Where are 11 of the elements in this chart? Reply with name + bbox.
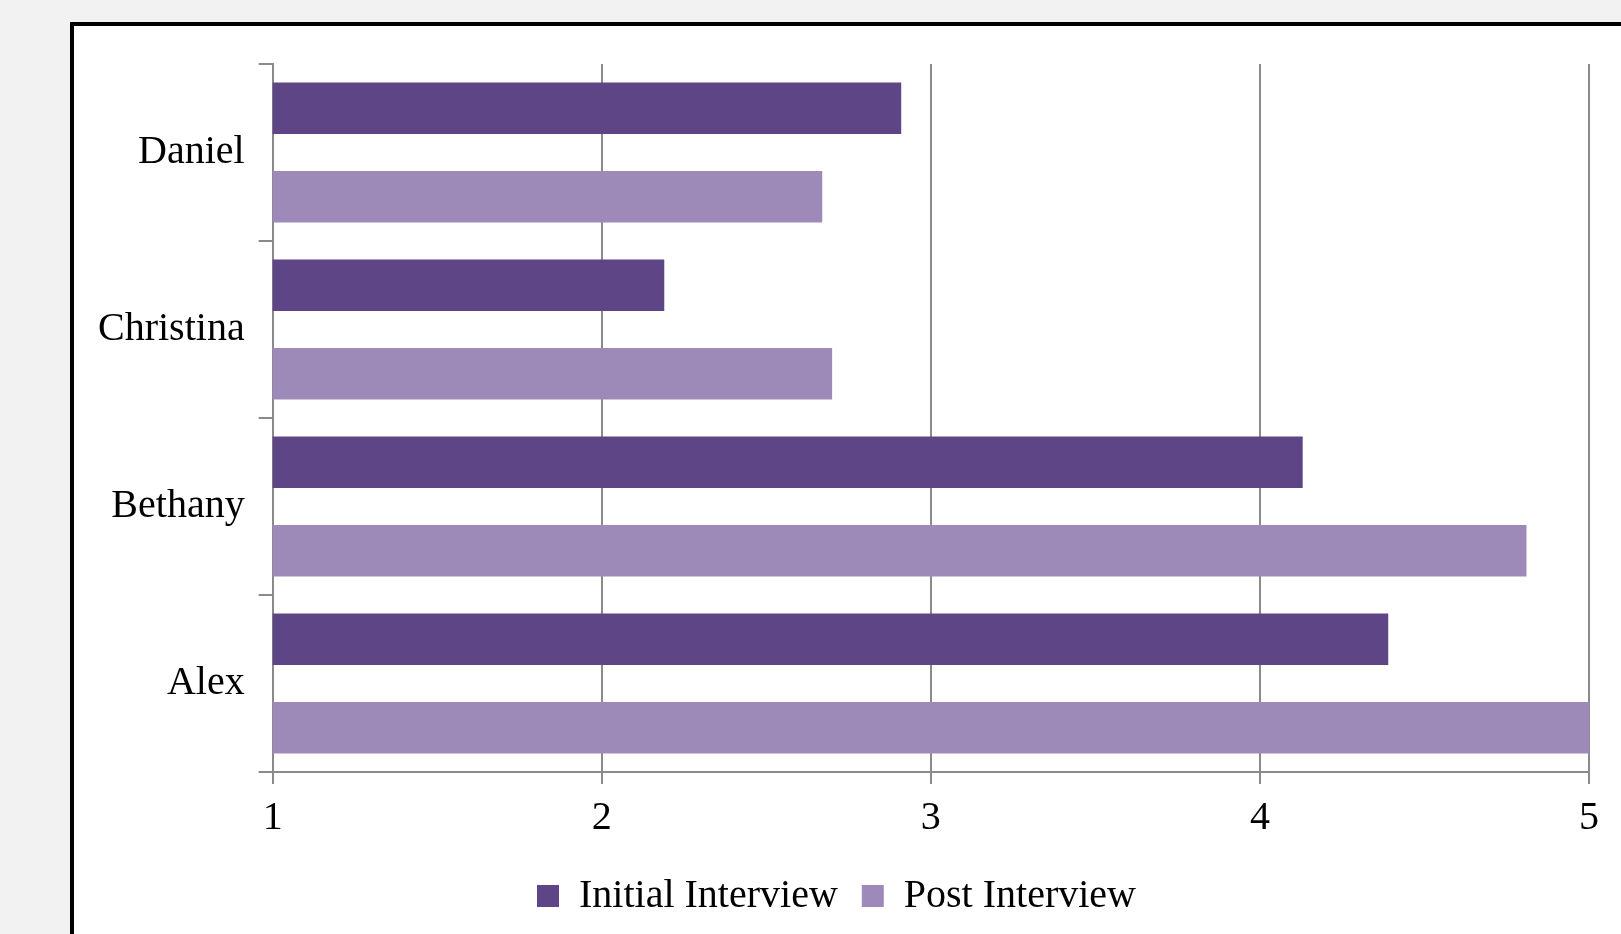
y-tick-label: Bethany: [111, 481, 245, 526]
y-tick-label: Daniel: [138, 127, 245, 172]
y-tick-label: Alex: [166, 658, 245, 703]
legend-label: Initial Interview: [579, 870, 838, 916]
x-tick-label: 3: [920, 792, 941, 838]
x-tick-label: 4: [1249, 792, 1270, 838]
x-tick-label: 5: [1579, 792, 1599, 838]
y-tick-label: Christina: [97, 304, 245, 349]
x-tick-label: 1: [262, 792, 283, 838]
legend-label: Post Interview: [903, 870, 1137, 916]
x-tick-label: 2: [591, 792, 612, 838]
